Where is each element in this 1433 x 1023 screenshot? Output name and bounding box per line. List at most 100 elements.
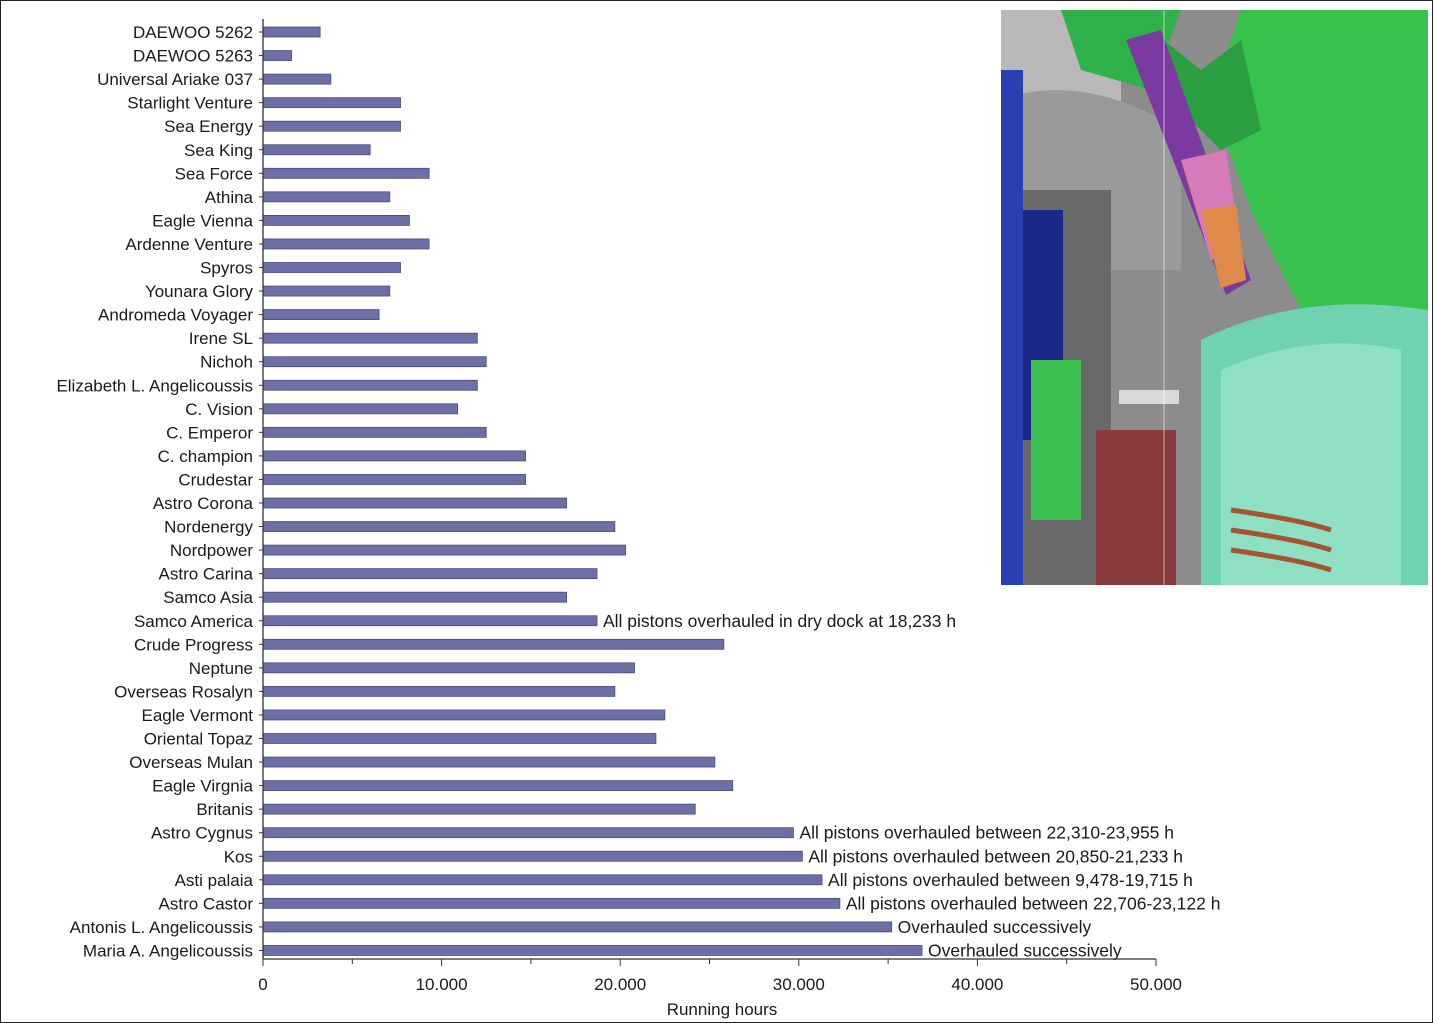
- x-tick-label: 10.000: [416, 975, 468, 994]
- x-tick-label: 30.000: [773, 975, 825, 994]
- category-label: Crudestar: [178, 470, 253, 489]
- category-label: Universal Ariake 037: [97, 70, 253, 89]
- bar-sea-king: [262, 144, 371, 156]
- category-label: Maria A. Angelicoussis: [83, 941, 253, 960]
- bar-eagle-vermont: [262, 709, 666, 721]
- category-label: Sea Energy: [164, 117, 253, 136]
- category-label: Astro Corona: [153, 494, 254, 513]
- bar-nichoh: [262, 356, 487, 368]
- bar-overseas-mulan: [262, 756, 716, 768]
- category-label: Asti palaia: [175, 871, 254, 890]
- bar-astro-corona: [262, 497, 568, 509]
- category-label: Younara Glory: [145, 282, 254, 301]
- category-label: C. Vision: [185, 400, 253, 419]
- category-label: Ardenne Venture: [125, 235, 253, 254]
- bar-astro-castor: [262, 897, 841, 909]
- category-label: Irene SL: [189, 329, 253, 348]
- category-label: Nordpower: [170, 541, 253, 560]
- annotation-label: All pistons overhauled between 20,850-21…: [808, 846, 1183, 866]
- bar-elizabeth-l-angelicoussis: [262, 379, 478, 391]
- bar-spyros: [262, 262, 401, 273]
- annotation-label: Overhauled successively: [928, 940, 1122, 960]
- bar-crudestar: [262, 474, 526, 485]
- category-label: DAEWOO 5262: [133, 23, 253, 42]
- category-label: Starlight Venture: [127, 94, 253, 113]
- category-label: Sea King: [184, 141, 253, 160]
- category-label: C. Emperor: [166, 423, 253, 442]
- category-label: Britanis: [196, 800, 253, 819]
- category-label: Sea Force: [175, 164, 253, 183]
- category-label: Neptune: [189, 659, 253, 678]
- bar-samco-america: [262, 615, 598, 627]
- category-label: DAEWOO 5263: [133, 47, 253, 66]
- bar-overseas-rosalyn: [262, 686, 616, 697]
- bar-crude-progress: [262, 638, 725, 650]
- bar-sea-force: [262, 167, 430, 179]
- category-label: Astro Castor: [159, 894, 254, 913]
- bar-eagle-virgnia: [262, 780, 734, 791]
- x-tick-label: 20.000: [594, 975, 646, 994]
- x-axis-title: Running hours: [667, 1000, 778, 1019]
- category-label: Crude Progress: [134, 635, 253, 654]
- annotation-label: All pistons overhauled between 22,310-23…: [799, 823, 1174, 843]
- bar-kos: [262, 850, 803, 862]
- x-axis: 0 10.000 20.000 30.000 40.000 50.000: [258, 19, 1182, 994]
- annotation-label: All pistons overhauled between 22,706-23…: [846, 893, 1221, 913]
- bar-maria-a-angelicoussis: [262, 945, 923, 956]
- category-label: Astro Cygnus: [151, 824, 253, 843]
- category-label: Nichoh: [200, 353, 253, 372]
- category-label: Andromeda Voyager: [98, 306, 253, 325]
- bar-c-vision: [262, 403, 459, 415]
- category-label: Eagle Vienna: [152, 211, 253, 230]
- bar-nordpower: [262, 544, 626, 556]
- bar-starlight-venture: [262, 97, 401, 109]
- bar-sea-energy: [262, 120, 401, 132]
- category-label: Eagle Vermont: [141, 706, 253, 725]
- x-tick-label: 0: [258, 975, 267, 994]
- annotation-label: Overhauled successively: [898, 917, 1092, 937]
- x-tick-label: 40.000: [951, 975, 1003, 994]
- category-label: Antonis L. Angelicoussis: [70, 918, 253, 937]
- bar-oriental-topaz: [262, 733, 657, 744]
- category-label: Athina: [205, 188, 254, 207]
- bar-astro-carina: [262, 568, 598, 580]
- bar-eagle-vienna: [262, 214, 410, 226]
- bar-ardenne-venture: [262, 238, 430, 250]
- category-label: Samco Asia: [163, 588, 253, 607]
- bar-britanis: [262, 803, 696, 815]
- engine-cutaway-illustration: [1001, 10, 1428, 585]
- bar-antonis-l-angelicoussis: [262, 921, 893, 933]
- annotations: All pistons overhauled in dry dock at 18…: [603, 611, 1220, 961]
- category-label: Nordenergy: [164, 518, 253, 537]
- bar-c-champion: [262, 450, 526, 462]
- x-tick-label: 50.000: [1130, 975, 1182, 994]
- bar-andromeda-voyager: [262, 309, 380, 321]
- category-label: Elizabeth L. Angelicoussis: [56, 376, 253, 395]
- category-label: C. champion: [158, 447, 253, 466]
- bar-daewoo-5263: [262, 50, 292, 61]
- bar-asti-palaia: [262, 874, 823, 886]
- category-label: Samco America: [134, 612, 254, 631]
- bars-group: [262, 26, 923, 956]
- category-label: Eagle Virgnia: [152, 777, 253, 796]
- bar-universal-ariake-037: [262, 73, 332, 85]
- annotation-label: All pistons overhauled in dry dock at 18…: [603, 611, 956, 631]
- bar-nordenergy: [262, 521, 616, 532]
- bar-daewoo-5262: [262, 26, 321, 38]
- bar-younara-glory: [262, 285, 391, 297]
- bar-c-emperor: [262, 426, 487, 438]
- category-label: Astro Carina: [159, 565, 254, 584]
- category-label: Overseas Rosalyn: [114, 682, 253, 701]
- category-label: Overseas Mulan: [129, 753, 253, 772]
- bar-athina: [262, 191, 391, 203]
- bar-samco-asia: [262, 591, 568, 603]
- category-label: Kos: [224, 847, 253, 866]
- bar-irene-sl: [262, 332, 478, 344]
- category-label: Oriental Topaz: [144, 730, 253, 749]
- bar-astro-cygnus: [262, 827, 794, 839]
- category-labels: DAEWOO 5262 DAEWOO 5263 Universal Ariake 0…: [56, 23, 253, 960]
- annotation-label: All pistons overhauled between 9,478-19,…: [828, 870, 1193, 890]
- category-label: Spyros: [200, 259, 253, 278]
